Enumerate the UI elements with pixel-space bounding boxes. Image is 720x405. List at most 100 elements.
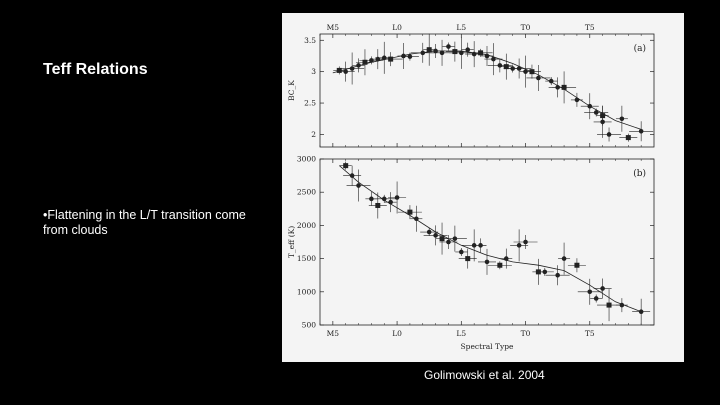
data-point <box>548 78 554 84</box>
data-point <box>561 84 567 90</box>
panel-bc-k: M5 L0 L5 T0 T5 2 2.5 3 3.5 BC_K (a) <box>287 23 655 148</box>
data-point <box>446 44 451 49</box>
data-point <box>407 54 413 59</box>
x-tick-label: L5 <box>456 329 466 338</box>
data-point <box>542 269 548 275</box>
panel-teff: M5 L0 L5 T0 T5 500 1000 1500 2000 2500 3000 T_eff (… <box>287 155 655 351</box>
data-point <box>388 199 393 205</box>
data-point <box>561 256 567 261</box>
data-point <box>587 289 593 295</box>
data-point <box>606 132 612 137</box>
data-point <box>503 64 509 70</box>
data-point <box>587 103 593 109</box>
data-point <box>465 256 471 262</box>
data-point <box>381 196 387 202</box>
slide-title: Teff Relations <box>43 61 148 78</box>
data-point <box>381 55 387 61</box>
data-point <box>523 239 528 245</box>
y-tick-label: 500 <box>302 321 317 330</box>
data-point <box>336 67 342 73</box>
y-tick-label: 3000 <box>297 155 316 164</box>
data-point <box>606 302 612 308</box>
chart-svg: M5 L0 L5 T0 T5 2 2.5 3 3.5 BC_K (a) M5 L0 L5 T0 T5 500 1… <box>287 23 655 351</box>
data-point <box>471 243 477 248</box>
data-point <box>420 50 426 56</box>
data-point <box>574 262 580 268</box>
data-point <box>478 50 484 56</box>
data-point <box>407 209 413 215</box>
y-tick-label: 2.5 <box>304 99 316 108</box>
data-point <box>619 116 625 122</box>
data-point <box>356 183 361 188</box>
y-tick-label: 2500 <box>297 188 316 197</box>
data-point <box>433 48 438 54</box>
data-point <box>497 262 503 268</box>
y-tick-label: 1000 <box>297 287 316 296</box>
panel-label: (a) <box>634 43 646 54</box>
data-point <box>491 56 496 62</box>
data-point <box>593 110 599 115</box>
y-tick-label: 1500 <box>297 254 316 263</box>
data-point <box>574 97 580 103</box>
y-tick-label: 3.5 <box>304 36 316 45</box>
data-point <box>503 256 509 261</box>
data-point <box>638 309 644 315</box>
plot-frame <box>319 158 655 326</box>
x-tick-label-top: L0 <box>392 23 402 32</box>
data-point <box>452 236 458 241</box>
x-tick-label: T0 <box>521 329 531 338</box>
data-point <box>638 129 644 134</box>
data-point <box>369 196 374 202</box>
data-point <box>343 163 349 169</box>
data-point <box>600 286 605 291</box>
citation: Golimowski et al. 2004 <box>424 368 545 382</box>
data-point <box>465 47 471 52</box>
data-point <box>600 119 605 125</box>
data-point <box>426 47 432 53</box>
data-point <box>433 233 438 238</box>
data-point <box>471 51 477 57</box>
data-point <box>394 195 400 200</box>
data-point <box>625 135 631 141</box>
data-point <box>529 69 535 75</box>
data-point <box>619 302 625 308</box>
data-point <box>362 59 368 65</box>
data-point <box>536 75 541 81</box>
data-point <box>356 63 361 68</box>
x-tick-label-top: L5 <box>456 23 466 32</box>
data-point <box>439 50 445 56</box>
data-point <box>593 296 599 301</box>
x-axis-label: Spectral Type <box>461 342 514 351</box>
data-point <box>375 202 381 208</box>
x-tick-label: T5 <box>585 329 595 338</box>
x-tick-label-top: M5 <box>327 23 340 32</box>
data-point <box>349 66 355 71</box>
x-tick-label: L0 <box>392 329 402 338</box>
y-axis-label: BC_K <box>287 80 296 101</box>
y-tick-label: 3 <box>311 67 316 76</box>
x-tick-label: M5 <box>327 329 340 338</box>
data-point <box>484 53 490 59</box>
data-point <box>343 69 348 74</box>
data-point <box>484 259 490 265</box>
figure-panel: M5 L0 L5 T0 T5 2 2.5 3 3.5 BC_K (a) M5 L0 L5 T0 T5 500 1… <box>282 13 684 362</box>
data-point <box>497 63 503 68</box>
y-tick-label: 2000 <box>297 221 316 230</box>
bullet-text: •Flattening in the L/T transition come f… <box>43 208 246 237</box>
data-point <box>516 66 522 71</box>
data-point <box>446 239 451 245</box>
x-tick-label-top: T5 <box>585 23 595 32</box>
data-point <box>349 173 355 178</box>
data-point <box>516 243 522 248</box>
data-point <box>426 229 432 235</box>
data-point <box>414 216 419 222</box>
data-point <box>478 243 483 248</box>
y-tick-label: 2 <box>311 130 316 139</box>
data-point <box>452 49 458 55</box>
data-point <box>459 50 464 56</box>
data-point <box>401 53 406 59</box>
data-point <box>388 56 394 62</box>
fit-curve <box>339 165 642 313</box>
x-tick-label-top: T0 <box>521 23 531 32</box>
data-point <box>439 236 445 242</box>
